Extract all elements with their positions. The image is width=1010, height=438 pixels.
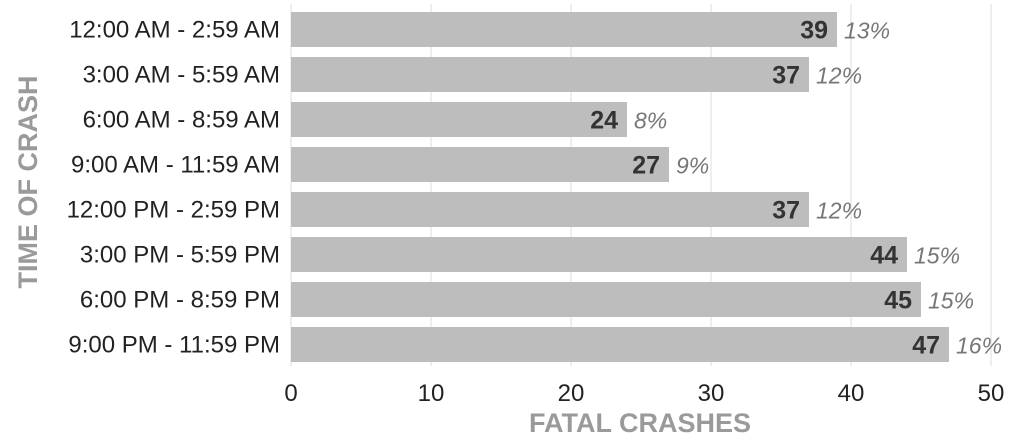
percent-label: 12% [816, 198, 862, 224]
percent-label: 15% [914, 243, 960, 269]
x-tick-label: 0 [284, 380, 297, 407]
category-label: 6:00 AM - 8:59 AM [83, 107, 280, 134]
value-label: 45 [884, 287, 912, 315]
category-label: 12:00 AM - 2:59 AM [69, 17, 280, 44]
x-tick-label: 20 [558, 380, 585, 407]
percent-label: 13% [844, 18, 890, 44]
x-axis-ticks: 0 10 20 30 40 50 [284, 380, 1004, 407]
x-tick-label: 50 [978, 380, 1005, 407]
x-axis-title: FATAL CRASHES [529, 408, 751, 438]
value-label: 37 [772, 62, 800, 90]
x-tick-label: 10 [418, 380, 445, 407]
value-label: 47 [912, 332, 940, 360]
value-label: 37 [772, 197, 800, 225]
category-label: 12:00 PM - 2:59 PM [67, 197, 280, 224]
percent-label: 9% [676, 153, 709, 179]
percent-label: 8% [634, 108, 667, 134]
bar [291, 57, 809, 92]
category-label: 9:00 AM - 11:59 AM [71, 152, 280, 179]
category-label: 9:00 PM - 11:59 PM [68, 332, 280, 359]
value-label: 39 [800, 17, 828, 45]
category-label: 3:00 PM - 5:59 PM [80, 242, 280, 269]
category-label: 6:00 PM - 8:59 PM [80, 287, 280, 314]
value-label: 27 [632, 152, 660, 180]
percent-label: 12% [816, 63, 862, 89]
bar [291, 102, 627, 137]
bar [291, 237, 907, 272]
value-label: 24 [590, 107, 618, 135]
bar [291, 327, 949, 362]
bar [291, 12, 837, 47]
category-label: 3:00 AM - 5:59 AM [83, 62, 280, 89]
bar [291, 147, 669, 182]
percent-label: 15% [928, 288, 974, 314]
x-tick-label: 40 [838, 380, 865, 407]
bar [291, 192, 809, 227]
category-labels: 12:00 AM - 2:59 AM 3:00 AM - 5:59 AM 6:00 … [67, 17, 280, 359]
x-tick-label: 30 [698, 380, 725, 407]
bars [291, 12, 949, 362]
percent-labels: 13% 12% 8% 9% 12% 15% 15% 16% [634, 18, 1002, 359]
percent-label: 16% [956, 333, 1002, 359]
bar [291, 282, 921, 317]
value-label: 44 [870, 242, 898, 270]
y-axis-title: TIME OF CRASH [13, 76, 43, 289]
